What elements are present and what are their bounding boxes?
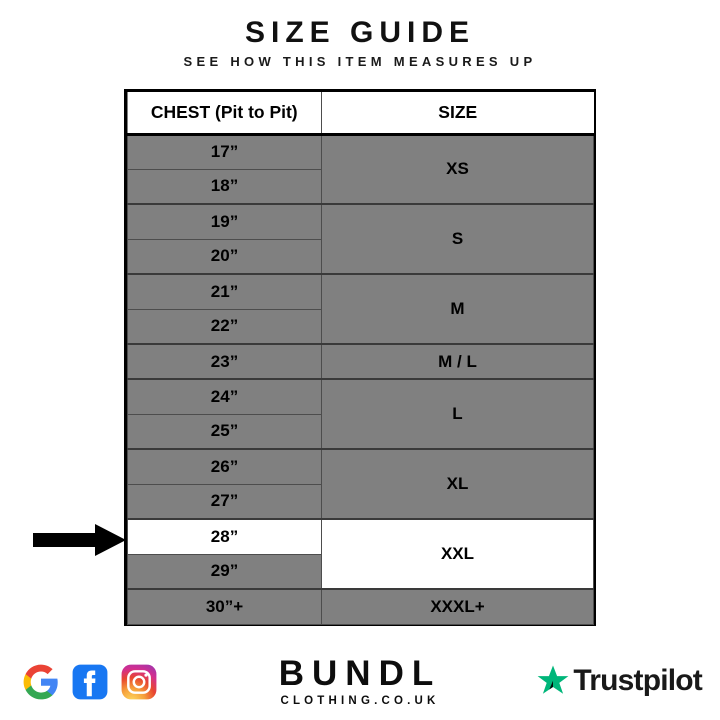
- table-row: 25”: [127, 413, 594, 450]
- table-body: 17” XS 18” 19” S 20” 21” M 22” 23” M / L 24” L 25” 26”…: [127, 133, 594, 625]
- table-row: 23” M / L: [127, 343, 594, 380]
- table-header-row: CHEST (Pit to Pit) SIZE: [127, 92, 594, 136]
- size-guide-table-container: CHEST (Pit to Pit) SIZE 17” XS 18” 19” S 20” 2…: [124, 89, 596, 626]
- cell-chest: 23”: [127, 343, 322, 380]
- table-row: 17” XS: [127, 133, 594, 205]
- table-header: CHEST (Pit to Pit) SIZE: [127, 92, 594, 136]
- cell-size: M / L: [321, 343, 594, 380]
- trustpilot-wordmark: Trustpilot: [573, 663, 702, 697]
- cell-chest: 22”: [127, 308, 322, 345]
- cell-size: XXXL+: [321, 588, 594, 625]
- page-title: SIZE GUIDE: [244, 16, 476, 49]
- cell-size: XXL: [321, 518, 594, 590]
- cell-chest: 26”: [127, 448, 322, 485]
- page-subtitle: SEE HOW THIS ITEM MEASURES UP: [183, 54, 537, 69]
- table-row: 27”: [127, 483, 594, 520]
- table-row: 20”: [127, 238, 594, 275]
- trustpilot-star-icon: [537, 665, 569, 694]
- table-row: 29”: [127, 553, 594, 590]
- google-icon[interactable]: [22, 663, 60, 701]
- table-row: 19” S: [127, 203, 594, 275]
- footer: BUNDL CLOTHING.CO.UK Trustpilot: [0, 648, 720, 720]
- cell-chest: 20”: [127, 238, 322, 275]
- cell-chest: 25”: [127, 413, 322, 450]
- social-icons-group: [22, 663, 158, 701]
- table-row: 26” XL: [127, 448, 594, 520]
- size-guide-table: CHEST (Pit to Pit) SIZE 17” XS 18” 19” S 20” 2…: [127, 92, 594, 625]
- cell-size: M: [321, 273, 594, 345]
- cell-chest: 17”: [127, 133, 322, 170]
- cell-chest: 28”: [127, 518, 322, 555]
- table-row: 18”: [127, 168, 594, 205]
- table-row: 24” L: [127, 378, 594, 450]
- cell-chest: 27”: [127, 483, 322, 520]
- column-header-chest: CHEST (Pit to Pit): [127, 92, 322, 136]
- cell-size: XS: [321, 133, 594, 205]
- cell-chest: 19”: [127, 203, 322, 240]
- cell-size: S: [321, 203, 594, 275]
- cell-size: XL: [321, 448, 594, 520]
- cell-size: L: [321, 378, 594, 450]
- column-header-size: SIZE: [321, 92, 594, 136]
- row-marker-arrow-icon: [33, 524, 126, 556]
- cell-chest: 18”: [127, 168, 322, 205]
- cell-chest: 30”+: [127, 588, 322, 625]
- trustpilot-logo[interactable]: Trustpilot: [536, 663, 703, 697]
- facebook-icon[interactable]: [71, 663, 109, 701]
- cell-chest: 24”: [127, 378, 322, 415]
- cell-chest: 29”: [127, 553, 322, 590]
- instagram-icon[interactable]: [120, 663, 158, 701]
- table-row: 30”+ XXXL+: [127, 588, 594, 625]
- table-row: 21” M: [127, 273, 594, 345]
- table-row-marked: 28” XXL: [127, 518, 594, 590]
- cell-chest: 21”: [127, 273, 322, 310]
